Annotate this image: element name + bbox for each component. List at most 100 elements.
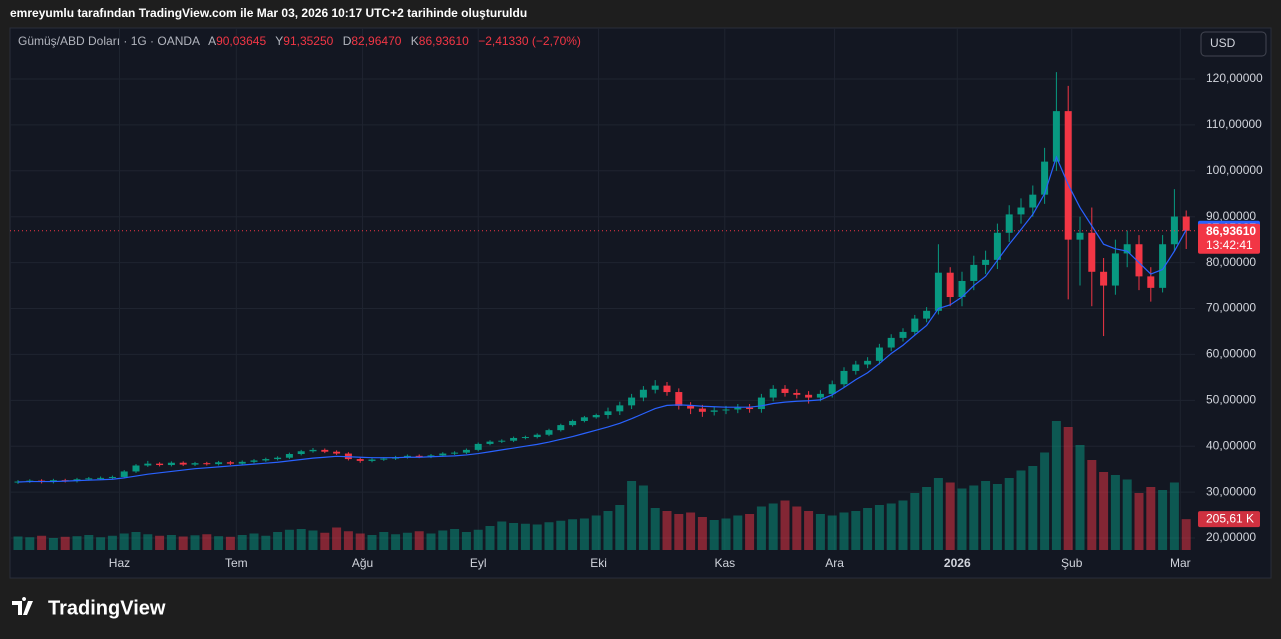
volume-bar xyxy=(438,530,448,550)
candle-body xyxy=(380,458,388,460)
candle-body xyxy=(816,393,824,398)
candle-body xyxy=(97,477,105,479)
legend-key: K xyxy=(411,34,419,48)
volume-bar xyxy=(96,537,106,550)
volume-bar xyxy=(296,529,306,550)
volume-bar xyxy=(414,531,424,550)
currency-button[interactable] xyxy=(1200,31,1267,57)
candle-body xyxy=(793,392,801,395)
candle-body xyxy=(403,455,411,458)
volume-bar xyxy=(733,515,743,550)
candle-body xyxy=(722,409,730,411)
x-tick-label: Eyl xyxy=(470,556,487,570)
candle-body xyxy=(462,449,470,453)
legend-key: A xyxy=(208,34,216,48)
candle-body xyxy=(1182,216,1190,231)
volume-bar xyxy=(1122,479,1132,550)
volume-bar xyxy=(261,535,271,550)
y-tick-label: 110,00000 xyxy=(1206,117,1262,131)
x-tick-label: Mar xyxy=(1170,556,1191,570)
volume-bar xyxy=(202,534,212,550)
volume-bar xyxy=(473,529,483,550)
candle-body xyxy=(769,388,777,398)
volume-bar xyxy=(520,523,530,550)
candle-body xyxy=(1135,244,1143,277)
volume-bar xyxy=(84,535,94,550)
volume-bar xyxy=(615,505,625,550)
volume-bar xyxy=(25,537,35,550)
candle-body xyxy=(297,451,305,455)
y-tick-label: 30,00000 xyxy=(1206,484,1256,498)
y-tick-label: 100,00000 xyxy=(1206,163,1263,177)
candle-body xyxy=(498,440,506,442)
volume-bar xyxy=(863,508,873,550)
price-tag xyxy=(1198,223,1260,254)
candle-body xyxy=(639,389,647,398)
volume-bar xyxy=(355,533,365,550)
volume-bar xyxy=(343,531,353,550)
volume-bar xyxy=(933,478,943,550)
legend-change: −2,41330 (−2,70%) xyxy=(478,34,581,48)
volume-bar xyxy=(945,482,955,550)
x-tick-label: Eki xyxy=(590,556,607,570)
volume-bar xyxy=(1110,475,1120,550)
candle-body xyxy=(144,463,152,466)
x-tick-label: Kas xyxy=(714,556,735,570)
candle-body xyxy=(179,462,187,465)
y-tick-label: 40,00000 xyxy=(1206,438,1256,452)
volume-bar xyxy=(815,514,825,550)
volume-bar xyxy=(143,534,153,550)
volume-bar xyxy=(166,535,176,550)
candle-body xyxy=(1147,276,1155,288)
candle-body xyxy=(628,397,636,406)
volume-bar xyxy=(1028,466,1038,550)
legend-value: 86,93610 xyxy=(419,34,469,48)
candle-body xyxy=(545,430,553,435)
logo-icon xyxy=(12,597,33,615)
candle-body xyxy=(250,460,258,462)
volume-bar xyxy=(485,526,495,550)
volume-bar xyxy=(839,512,849,550)
volume-bar xyxy=(992,484,1002,550)
volume-bar xyxy=(591,515,601,550)
volume-bar xyxy=(579,518,589,550)
brand: TradingView xyxy=(48,597,166,619)
volume-bar xyxy=(332,527,342,550)
candle-body xyxy=(521,437,529,439)
candle-body xyxy=(1111,253,1119,286)
y-tick-label: 70,00000 xyxy=(1206,301,1256,315)
legend: Gümüş/ABD Doları · 1G · OANDA A90,03645 … xyxy=(18,34,581,48)
y-tick-label: 20,00000 xyxy=(1206,530,1256,544)
candle-body xyxy=(439,453,447,456)
candle-body xyxy=(486,441,494,444)
candle-body xyxy=(262,459,270,461)
volume-bar xyxy=(804,511,814,550)
brand-logo xyxy=(12,597,33,615)
candle-body xyxy=(1064,111,1072,240)
candle-body xyxy=(899,331,907,338)
volume-bar xyxy=(1134,493,1144,550)
page-title: emreyumlu tarafından TradingView.com ile… xyxy=(10,6,527,20)
candle-body xyxy=(557,425,565,431)
currency-label: USD xyxy=(1210,36,1236,50)
candle-body xyxy=(805,394,813,398)
volume-bar xyxy=(627,481,637,550)
volume-bar xyxy=(72,536,82,550)
volume-bar xyxy=(745,514,755,550)
legend-value: 91,35250 xyxy=(283,34,333,48)
volume-bar xyxy=(119,533,129,550)
x-tick-label: Haz xyxy=(109,556,130,570)
candle-body xyxy=(14,481,22,483)
volume-bar xyxy=(1063,427,1073,550)
y-tick-label: 120,00000 xyxy=(1206,71,1263,85)
legend-value: 90,03645 xyxy=(216,34,266,48)
volume-bar xyxy=(756,506,766,550)
volume-bar xyxy=(662,511,672,550)
candle-body xyxy=(710,410,718,412)
volume-bar xyxy=(686,512,696,550)
candle-body xyxy=(1076,232,1084,240)
volume-bar xyxy=(178,536,188,550)
candle-body xyxy=(663,385,671,393)
volume-bar xyxy=(898,500,908,550)
